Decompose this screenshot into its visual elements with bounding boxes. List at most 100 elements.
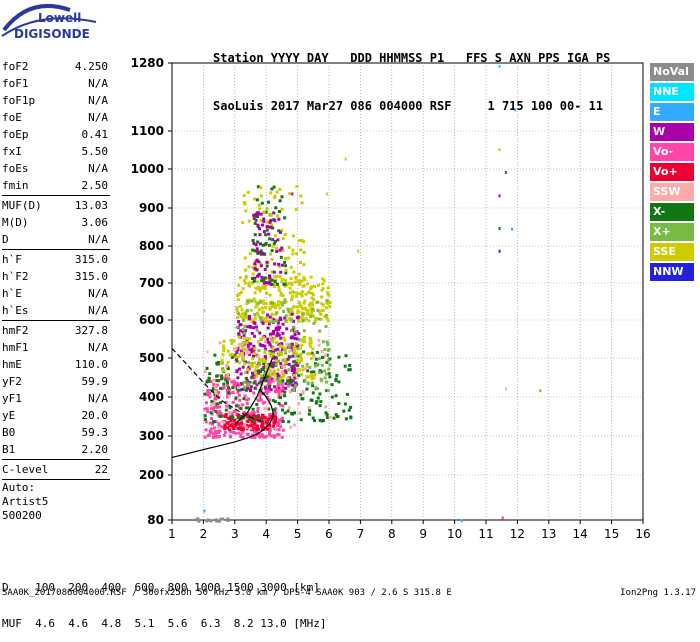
x-tick-label: 15 (604, 527, 619, 541)
echo-point (275, 387, 279, 391)
echo-point (206, 389, 210, 392)
echo-point (252, 391, 256, 395)
param-name: h`F2 (2, 270, 29, 283)
echo-point (253, 361, 256, 365)
echo-point (270, 257, 274, 261)
echo-point (247, 219, 251, 223)
echo-point (286, 409, 290, 413)
legend-item-vo: Vo+ (650, 163, 694, 181)
y-tick-label: 900 (139, 201, 164, 215)
echo-point (293, 368, 297, 372)
echo-point (203, 509, 206, 513)
x-tick-label: 16 (635, 527, 650, 541)
echo-point (239, 329, 243, 333)
echo-point (272, 408, 276, 412)
param-row-hmf2: hmF2 327.8 (2, 322, 110, 339)
echo-point (321, 419, 325, 422)
param-name: foF1 (2, 77, 29, 90)
echo-point (252, 376, 256, 380)
echo-point (300, 279, 304, 283)
echo-point (300, 343, 304, 347)
echo-point (203, 370, 207, 374)
echo-point (227, 395, 231, 399)
echo-point (251, 277, 254, 280)
echo-point (276, 347, 280, 351)
echo-point (228, 412, 232, 416)
echo-point (301, 307, 304, 311)
echo-point (253, 313, 257, 317)
echo-point (280, 195, 284, 199)
echo-point (273, 348, 277, 352)
param-name: yE (2, 409, 16, 422)
echo-point (247, 412, 251, 416)
echo-point (259, 318, 263, 322)
echo-point (311, 309, 315, 313)
echo-point (254, 286, 258, 290)
echo-point (259, 212, 263, 216)
echo-point (213, 385, 217, 389)
echo-point (301, 364, 305, 368)
echo-point (266, 416, 270, 420)
echo-point (325, 316, 329, 320)
echo-point (254, 213, 258, 217)
echo-point (249, 435, 253, 439)
echo-point (282, 364, 286, 368)
echo-point (295, 291, 299, 295)
echo-point (281, 428, 285, 432)
echo-point (246, 420, 250, 423)
y-tick-label: 600 (139, 313, 164, 327)
echo-point (264, 390, 268, 394)
echo-point (268, 426, 272, 430)
echo-point (319, 400, 323, 404)
echo-point (301, 397, 305, 401)
echo-point (229, 435, 233, 439)
echo-point (247, 317, 251, 321)
param-name: h`Es (2, 304, 29, 317)
echo-point (294, 376, 298, 380)
echo-point (214, 397, 218, 401)
echo-point (275, 250, 279, 253)
echo-point (263, 268, 267, 271)
param-name: hmE (2, 358, 22, 371)
echo-point (282, 309, 285, 313)
echo-point (255, 383, 259, 387)
echo-point (241, 427, 245, 431)
echo-point (276, 372, 280, 376)
echo-point (291, 354, 295, 358)
echo-point (226, 395, 229, 399)
echo-point (295, 252, 299, 256)
echo-point (265, 224, 269, 228)
echo-point (256, 340, 260, 344)
echo-point (256, 313, 260, 317)
echo-point (343, 364, 347, 368)
echo-point (330, 395, 334, 399)
echo-point (261, 243, 265, 247)
echo-point (240, 418, 244, 422)
echo-point (240, 349, 244, 353)
echo-point (309, 315, 313, 319)
x-tick-label: 9 (419, 527, 427, 541)
echo-point (307, 304, 311, 308)
echo-point (237, 361, 241, 365)
echo-point (208, 391, 212, 395)
echo-point (203, 435, 207, 439)
echo-point (283, 216, 287, 220)
echo-point (258, 389, 262, 393)
echo-point (269, 373, 273, 377)
echo-point (309, 307, 313, 311)
echo-point (244, 312, 248, 316)
echo-point (327, 372, 331, 376)
echo-point (250, 299, 254, 303)
echo-point (263, 372, 267, 376)
echo-point (251, 407, 255, 411)
echo-point (292, 291, 296, 295)
profile-trace-line (234, 357, 274, 425)
echo-point (225, 364, 229, 368)
echo-point (212, 420, 216, 424)
echo-point (306, 312, 310, 316)
param-value: 20.0 (81, 409, 109, 422)
echo-point (320, 288, 324, 292)
echo-point (263, 339, 267, 343)
echo-point (269, 225, 273, 229)
echo-point (256, 211, 260, 215)
